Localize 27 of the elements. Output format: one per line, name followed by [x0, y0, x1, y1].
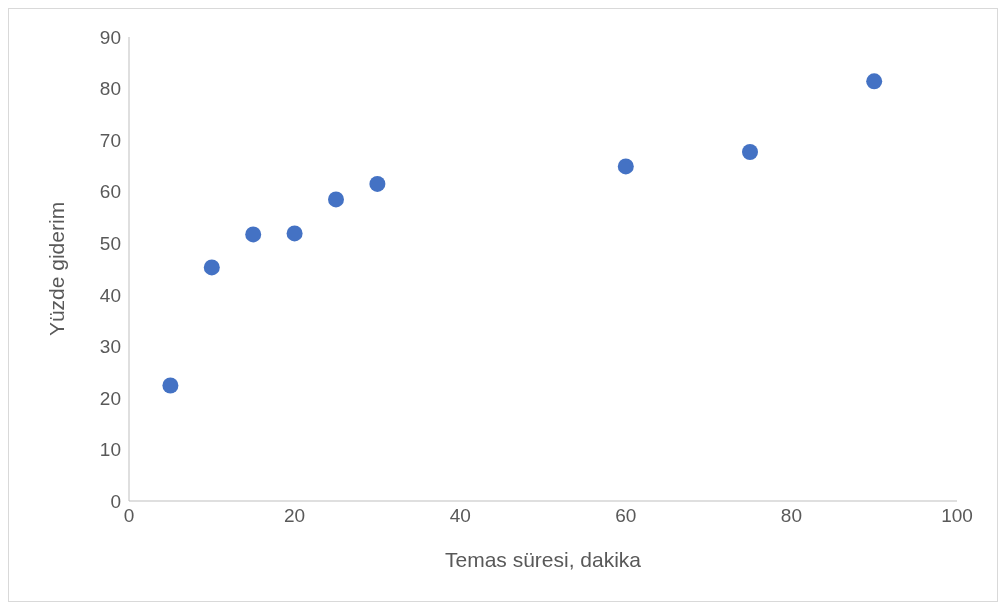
point	[866, 73, 883, 90]
y-tick-label: 30	[99, 336, 121, 358]
x-tick-label: 20	[284, 505, 306, 527]
x-tick-label: 0	[123, 505, 135, 527]
point	[617, 158, 634, 175]
point	[203, 259, 220, 276]
point	[742, 143, 758, 160]
y-tick-label: 50	[99, 232, 121, 254]
y-tick-label: 40	[99, 284, 121, 306]
y-tick-label: 80	[99, 78, 121, 100]
y-tick-label: 90	[99, 26, 121, 48]
y-tick-label: 20	[99, 387, 121, 409]
y-tick-label: 70	[99, 129, 121, 151]
x-tick-label: 60	[615, 505, 637, 527]
point	[286, 225, 303, 242]
y-tick-label: 0	[110, 490, 121, 512]
point	[328, 191, 344, 208]
point	[369, 175, 386, 192]
y-axis-title: Yüzde giderim	[45, 201, 69, 337]
y-tick-label: 60	[99, 181, 121, 203]
x-tick-label: 40	[449, 505, 471, 527]
x-tick-label: 80	[780, 505, 802, 527]
point	[162, 377, 179, 394]
point	[245, 226, 262, 243]
x-axis-title: Temas süresi, dakika	[444, 548, 642, 571]
y-tick-label: 10	[99, 439, 121, 461]
x-tick-label: 100	[941, 505, 973, 527]
